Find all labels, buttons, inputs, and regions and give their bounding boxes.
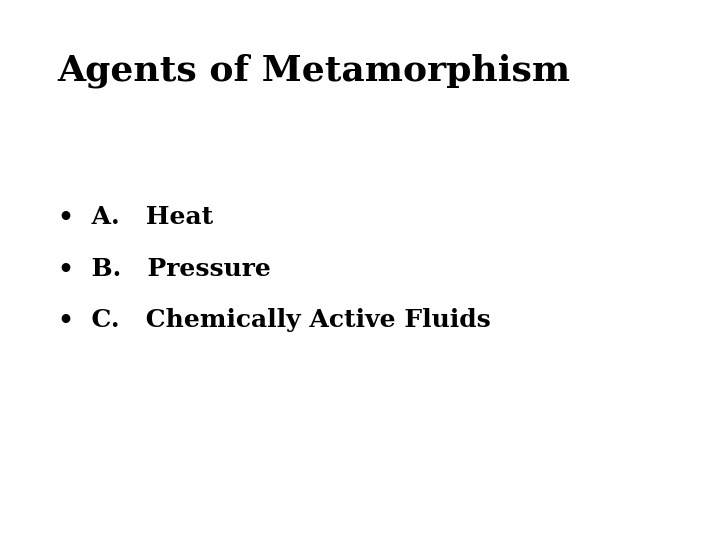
- Text: •  A.   Heat: • A. Heat: [58, 205, 212, 229]
- Text: •  B.   Pressure: • B. Pressure: [58, 256, 271, 280]
- Text: •  C.   Chemically Active Fluids: • C. Chemically Active Fluids: [58, 308, 490, 332]
- Text: Agents of Metamorphism: Agents of Metamorphism: [58, 54, 571, 89]
